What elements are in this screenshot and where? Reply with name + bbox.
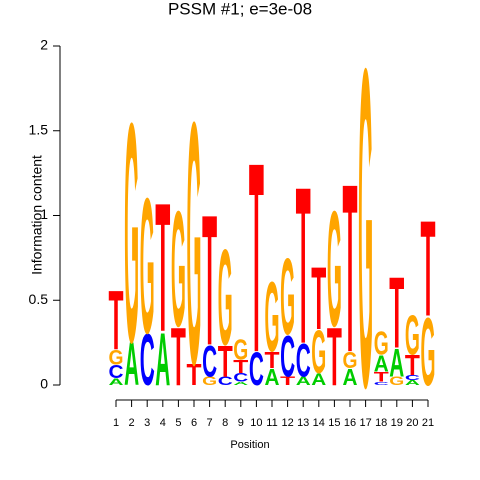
logo-letter: C [202, 337, 217, 387]
logo-letter: A [374, 350, 389, 377]
logo-letter: G [327, 177, 342, 361]
x-tick-label: 2 [129, 417, 135, 429]
x-tick-label: 19 [391, 417, 403, 429]
x-tick-label: 18 [375, 417, 387, 429]
logo-letter: T [374, 370, 390, 386]
logo-letter: T [296, 140, 311, 390]
x-tick-label: 10 [250, 417, 262, 429]
logo-letter: G [343, 347, 358, 373]
x-tick-label: 7 [207, 417, 213, 429]
logo-letter: A [343, 364, 358, 391]
logo-letter: G [202, 375, 217, 388]
x-tick-label: 3 [144, 417, 150, 429]
logo-letter: A [109, 377, 124, 388]
logo-letter: A [296, 375, 311, 388]
logo-letter: G [311, 318, 326, 387]
x-tick-label: 20 [406, 417, 418, 429]
x-tick-label: 17 [359, 417, 371, 429]
logo-letter: T [421, 192, 436, 345]
logo-letter: C [233, 371, 248, 384]
logo-letter: C [109, 362, 124, 383]
logo-letter: C [218, 375, 233, 388]
logo-letter: A [233, 381, 248, 386]
chart-title: PSSM #1; e=3e-08 [168, 0, 312, 18]
logo-letter: T [155, 164, 170, 370]
y-tick-label: 2 [40, 37, 48, 53]
logo-letter: C [374, 381, 389, 386]
logo-letter: G [280, 238, 295, 358]
logo-letter: G [124, 59, 139, 409]
logo-letter: A [124, 330, 139, 398]
logo-letter: A [389, 340, 404, 385]
logo-letter: G [171, 177, 186, 361]
logo-letter: G [109, 347, 124, 370]
logo-letter: G [374, 325, 389, 362]
logo-letter: T [343, 134, 358, 403]
logo-letter: T [218, 336, 233, 387]
logo-letter: G [265, 264, 280, 374]
x-tick-label: 16 [344, 417, 356, 429]
y-tick-label: 0.5 [29, 291, 49, 307]
x-tick-label: 8 [222, 417, 228, 429]
x-tick-label: 11 [266, 417, 277, 429]
logo-letter: T [265, 347, 280, 373]
logo-letter: G [421, 298, 436, 406]
logo-letter: A [265, 364, 280, 391]
y-axis-label: Information content [29, 155, 45, 275]
x-tick-label: 14 [313, 417, 325, 429]
logo-letter: C [405, 374, 420, 382]
logo-letter: T [405, 349, 420, 381]
logo-letter: G [405, 304, 420, 367]
logo-letter: T [327, 310, 342, 402]
logo-letter: G [140, 159, 155, 374]
logo-letter: G [358, 0, 373, 480]
logo-letter: C [280, 325, 295, 390]
x-axis-label: Position [230, 439, 269, 451]
logo-letter: T [233, 356, 249, 378]
x-tick-label: 5 [175, 417, 181, 429]
y-tick-label: 1.5 [29, 121, 49, 137]
logo-letter: A [311, 370, 327, 388]
logo-letter: T [171, 310, 186, 402]
logo-letter: G [389, 375, 404, 388]
logo-letter: T [280, 375, 295, 388]
x-tick-label: 1 [113, 417, 119, 429]
y-tick-label: 1 [40, 206, 48, 222]
logo-letter: T [311, 249, 326, 349]
logo-letter: T [249, 106, 264, 409]
y-tick-label: 0 [40, 376, 48, 392]
logo-letter: G [233, 335, 248, 367]
logo-letter: C [249, 342, 264, 395]
x-tick-label: 6 [191, 417, 197, 429]
x-tick-label: 13 [297, 417, 309, 429]
x-tick-label: 12 [281, 417, 293, 429]
x-tick-label: 4 [160, 417, 166, 429]
logo-letter: C [296, 334, 311, 387]
logo-letter: A [405, 379, 420, 387]
x-tick-label: 15 [328, 417, 340, 429]
logo-letter: G [218, 221, 233, 374]
x-tick-label: 21 [422, 417, 434, 429]
logo-letter: T [202, 177, 217, 385]
logo-letter: C [140, 320, 155, 402]
logo-letter: T [389, 256, 404, 370]
logo-letter: A [155, 317, 170, 402]
x-tick-label: 9 [238, 417, 244, 429]
logo-letter: T [109, 275, 124, 369]
logo-letter: G [187, 49, 202, 436]
logo-letter: T [187, 357, 202, 391]
